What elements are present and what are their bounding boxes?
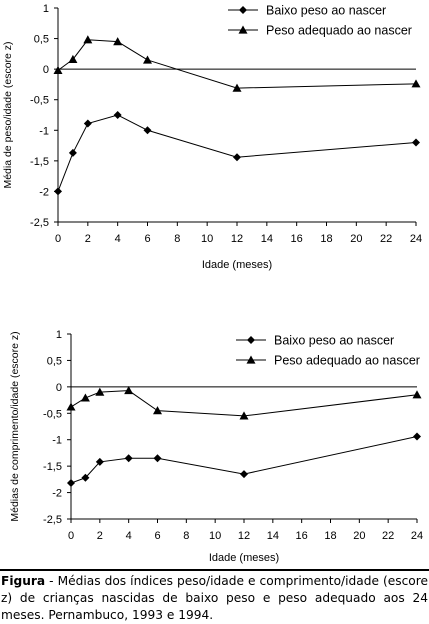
data-point bbox=[153, 454, 162, 463]
x-tick-label: 4 bbox=[126, 530, 132, 542]
data-point bbox=[412, 138, 420, 147]
x-tick-label: 14 bbox=[267, 530, 279, 542]
data-point bbox=[143, 55, 152, 64]
x-axis-title: Idade (meses) bbox=[209, 552, 279, 564]
x-tick-label: 0 bbox=[68, 530, 74, 542]
weight-for-age-chart: 10,50-0,5-1-1,5-2-2,50 2 4 6 8 10 12 14 16 18 20 22… bbox=[2, 3, 422, 271]
x-tick-label: 18 bbox=[324, 530, 336, 542]
caption-label: Figura bbox=[1, 574, 46, 588]
data-point bbox=[66, 402, 76, 411]
data-point bbox=[81, 473, 90, 482]
series-peso-adequado bbox=[53, 35, 421, 92]
y-tick-label: -1,5 bbox=[30, 156, 49, 168]
data-point bbox=[240, 470, 248, 479]
x-tick-label: 16 bbox=[291, 233, 303, 245]
series-peso-adequado bbox=[66, 386, 422, 420]
x-tick-label: 20 bbox=[350, 233, 362, 245]
data-point bbox=[113, 37, 123, 46]
data-point bbox=[95, 457, 104, 466]
x-tick-label: 8 bbox=[174, 233, 180, 245]
legend-marker bbox=[239, 6, 247, 14]
legend-label: Peso adequado ao nascer bbox=[274, 354, 420, 368]
x-tick-label: 12 bbox=[231, 233, 243, 245]
caption-text: - Médias dos índices peso/idade e compri… bbox=[1, 574, 428, 622]
legend-marker bbox=[247, 336, 255, 344]
y-axis-title: Média de peso/idade (escore z) bbox=[2, 41, 14, 188]
data-point bbox=[153, 406, 162, 415]
legend-label: Peso adequado ao nascer bbox=[266, 24, 412, 38]
y-tick-label: 0,5 bbox=[34, 34, 49, 46]
x-tick-label: 16 bbox=[296, 530, 308, 542]
data-point bbox=[232, 83, 242, 92]
x-tick-label: 18 bbox=[320, 233, 332, 245]
data-point bbox=[95, 387, 105, 396]
x-tick-label: 10 bbox=[201, 233, 213, 245]
x-axis-title: Idade (meses) bbox=[202, 259, 272, 271]
legend-marker bbox=[238, 25, 248, 34]
x-tick-label: 24 bbox=[411, 530, 423, 542]
x-tick-label: 6 bbox=[154, 530, 160, 542]
caption-divider bbox=[0, 569, 429, 571]
x-tick-label: 6 bbox=[144, 233, 150, 245]
legend-entry: Peso adequado ao nascer bbox=[228, 24, 412, 38]
data-point bbox=[411, 79, 421, 88]
data-point bbox=[83, 119, 92, 128]
data-point bbox=[54, 187, 62, 196]
legend-entry: Baixo peso ao nascer bbox=[228, 4, 386, 18]
x-tick-label: 2 bbox=[85, 233, 91, 245]
series-line bbox=[57, 39, 417, 89]
data-point bbox=[113, 111, 122, 119]
data-point bbox=[124, 386, 134, 395]
y-tick-label: -1 bbox=[39, 125, 49, 137]
length-for-age-chart: 10,50-0,5-1-1,5-2-2,50 2 4 6 8 10 12 14 16 18 20 22… bbox=[9, 329, 423, 564]
x-tick-label: 12 bbox=[238, 530, 250, 542]
y-tick-label: 0 bbox=[56, 382, 62, 394]
y-axis-title: Médias de comprimento/idade (escore z) bbox=[9, 331, 21, 521]
y-tick-label: -2,5 bbox=[30, 217, 49, 229]
legend-marker bbox=[246, 355, 256, 364]
x-tick-label: 22 bbox=[382, 530, 394, 542]
legend-label: Baixo peso ao nascer bbox=[266, 4, 386, 18]
x-tick-label: 8 bbox=[183, 530, 189, 542]
data-point bbox=[233, 153, 241, 162]
data-point bbox=[413, 432, 421, 441]
legend-label: Baixo peso ao nascer bbox=[274, 334, 394, 348]
x-tick-label: 22 bbox=[380, 233, 392, 245]
y-tick-label: -2 bbox=[39, 186, 49, 198]
data-point bbox=[83, 35, 93, 44]
y-tick-label: 0,5 bbox=[47, 355, 62, 367]
data-point bbox=[143, 126, 152, 135]
figure-caption: Figura - Médias dos índices peso/idade e… bbox=[1, 573, 428, 624]
data-point bbox=[53, 65, 63, 74]
y-tick-label: 0 bbox=[43, 64, 49, 76]
x-tick-label: 10 bbox=[209, 530, 221, 542]
data-point bbox=[239, 411, 249, 420]
data-point bbox=[67, 479, 75, 488]
data-point bbox=[68, 148, 77, 157]
y-tick-label: -1 bbox=[52, 435, 62, 447]
x-tick-label: 4 bbox=[115, 233, 121, 245]
x-tick-label: 20 bbox=[353, 530, 365, 542]
x-tick-label: 0 bbox=[55, 233, 61, 245]
y-tick-label: -0,5 bbox=[30, 95, 49, 107]
x-tick-label: 24 bbox=[410, 233, 422, 245]
y-tick-label: -0,5 bbox=[43, 408, 62, 420]
series-baixo-peso bbox=[54, 111, 420, 196]
data-point bbox=[412, 390, 422, 399]
y-tick-label: -2,5 bbox=[43, 514, 62, 526]
y-tick-label: 1 bbox=[43, 3, 49, 15]
data-point bbox=[124, 454, 133, 463]
y-tick-label: 1 bbox=[56, 329, 62, 341]
legend-entry: Baixo peso ao nascer bbox=[236, 334, 394, 348]
series-baixo-peso bbox=[67, 432, 421, 488]
data-point bbox=[80, 393, 90, 402]
x-tick-label: 2 bbox=[97, 530, 103, 542]
x-tick-label: 14 bbox=[261, 233, 273, 245]
legend-entry: Peso adequado ao nascer bbox=[236, 354, 420, 368]
y-tick-label: -2 bbox=[52, 488, 62, 500]
y-tick-label: -1,5 bbox=[43, 461, 62, 473]
data-point bbox=[68, 54, 78, 63]
